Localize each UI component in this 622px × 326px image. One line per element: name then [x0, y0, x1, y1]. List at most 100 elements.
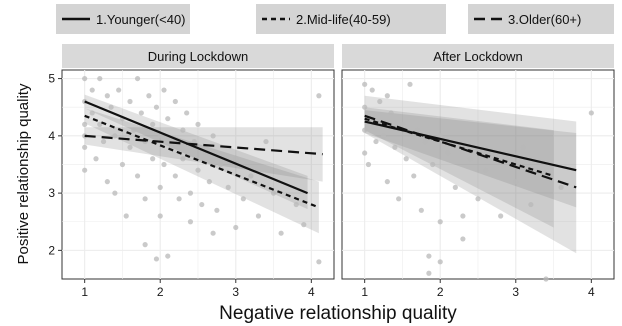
data-point [127, 98, 133, 105]
data-point [407, 81, 413, 87]
x-tick-label: 1 [81, 285, 88, 299]
data-point [187, 190, 194, 196]
data-point [165, 116, 171, 122]
data-point [362, 127, 368, 133]
data-point [430, 161, 436, 168]
data-point [255, 213, 262, 219]
fit-line [84, 114, 320, 209]
data-point [482, 167, 489, 173]
data-point [131, 127, 137, 133]
data-point [157, 184, 163, 190]
data-point [150, 121, 156, 127]
fit-line [364, 117, 554, 177]
data-point [195, 167, 201, 173]
data-point [89, 87, 95, 93]
data-point [437, 219, 443, 225]
data-point [206, 179, 212, 185]
data-point [293, 201, 299, 208]
data-point [418, 207, 424, 213]
data-point [437, 259, 443, 265]
data-point [403, 156, 409, 162]
data-point [195, 121, 201, 127]
data-point [270, 190, 277, 196]
data-point [161, 87, 167, 93]
data-point [127, 144, 133, 150]
data-point [97, 121, 103, 127]
y-axis-title: Positive relationship quality [15, 83, 32, 264]
data-point [82, 144, 88, 150]
data-point [225, 184, 231, 190]
data-point [362, 150, 368, 156]
data-point [112, 190, 118, 196]
data-point [460, 213, 466, 219]
data-point [104, 179, 110, 185]
data-point [388, 110, 394, 116]
data-point [528, 201, 534, 208]
x-tick-label: 1 [361, 285, 368, 299]
data-point [153, 104, 160, 110]
y-tick-label: 4 [48, 129, 55, 143]
data-point [210, 133, 216, 139]
data-point [97, 75, 103, 82]
data-point [161, 161, 167, 168]
x-tick-label: 3 [512, 285, 519, 299]
data-point [134, 75, 141, 82]
data-point [411, 173, 417, 179]
data-point [301, 222, 307, 228]
x-tick-label: 2 [437, 285, 444, 299]
data-point [150, 156, 156, 162]
data-point [142, 242, 148, 248]
legend-label: 2.Mid-life(40-59) [296, 12, 391, 27]
y-tick-label: 3 [48, 186, 55, 200]
data-point [93, 156, 99, 162]
data-point [210, 230, 216, 236]
data-point [452, 184, 458, 190]
data-point [414, 127, 421, 133]
data-point [233, 224, 239, 231]
data-point [365, 161, 372, 168]
data-point [316, 259, 322, 265]
data-point [199, 201, 205, 208]
data-point [467, 156, 474, 162]
data-point [558, 184, 564, 190]
x-tick-label: 4 [308, 285, 315, 299]
data-point [422, 138, 428, 145]
panel-title: During Lockdown [148, 49, 248, 64]
fit-line [84, 100, 308, 195]
panel-strip [62, 44, 334, 68]
data-point [543, 276, 549, 282]
data-point [233, 156, 239, 162]
panel-after-lockdown: After Lockdown 1 2 3 4 [341, 44, 615, 299]
legend-key-bg [256, 4, 446, 34]
data-point [165, 253, 171, 259]
data-point [426, 270, 432, 276]
data-point [172, 98, 178, 105]
data-point [191, 138, 197, 145]
data-point [82, 133, 88, 139]
y-tick-label: 2 [48, 243, 55, 257]
data-point [498, 213, 504, 219]
data-point [187, 219, 194, 225]
data-point [138, 110, 144, 116]
data-point [520, 144, 526, 150]
legend-label: 1.Younger(<40) [96, 12, 186, 27]
legend-label: 3.Older(60+) [508, 12, 581, 27]
data-point [588, 110, 594, 116]
data-point [153, 256, 160, 262]
panel-strip [342, 44, 614, 68]
axis-titles: Negative relationship quality Positive re… [15, 83, 457, 324]
data-point [437, 133, 443, 139]
data-point [513, 179, 519, 185]
data-point [89, 110, 95, 116]
data-point [172, 173, 178, 179]
data-point [392, 144, 398, 150]
data-point [384, 93, 390, 99]
x-tick-label: 2 [157, 285, 164, 299]
data-point [82, 167, 88, 173]
panel-during-lockdown: During Lockdown 1 2 3 4 2 3 4 5 [48, 44, 335, 299]
data-point [373, 138, 379, 145]
panel-title: After Lockdown [433, 49, 523, 64]
data-point [214, 207, 220, 213]
data-point [180, 127, 186, 133]
